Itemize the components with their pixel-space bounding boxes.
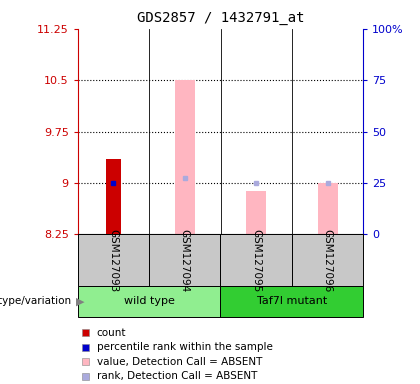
Bar bbox=[318, 183, 338, 234]
Bar bbox=[105, 159, 121, 234]
Text: genotype/variation: genotype/variation bbox=[0, 296, 71, 306]
Text: GSM127093: GSM127093 bbox=[108, 228, 118, 292]
Text: percentile rank within the sample: percentile rank within the sample bbox=[97, 342, 273, 352]
Text: wild type: wild type bbox=[123, 296, 175, 306]
Text: rank, Detection Call = ABSENT: rank, Detection Call = ABSENT bbox=[97, 371, 257, 381]
Title: GDS2857 / 1432791_at: GDS2857 / 1432791_at bbox=[137, 11, 304, 25]
Bar bbox=[175, 80, 195, 234]
Text: GSM127095: GSM127095 bbox=[251, 228, 261, 292]
Text: GSM127096: GSM127096 bbox=[323, 228, 333, 292]
Text: Taf7l mutant: Taf7l mutant bbox=[257, 296, 327, 306]
Text: count: count bbox=[97, 328, 126, 338]
Text: value, Detection Call = ABSENT: value, Detection Call = ABSENT bbox=[97, 357, 262, 367]
Bar bbox=[246, 191, 266, 234]
Text: GSM127094: GSM127094 bbox=[180, 228, 190, 292]
Text: ▶: ▶ bbox=[76, 296, 84, 306]
